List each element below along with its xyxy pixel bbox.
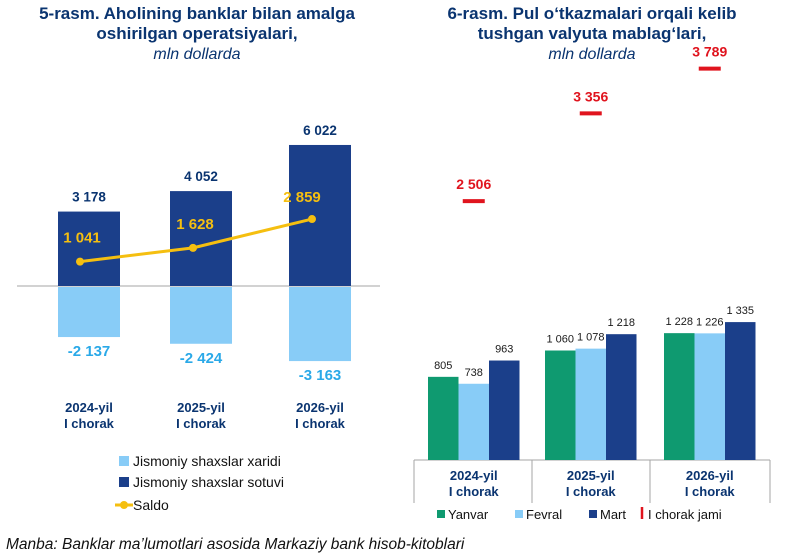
xarid-value-label: -2 424 — [180, 350, 223, 367]
legend-sotuv-label: Jismoniy shaxslar sotuvi — [133, 474, 284, 490]
yanvar-value-label: 1 060 — [546, 334, 574, 346]
mart-value-label: 1 218 — [607, 317, 635, 329]
left-title-unit: mln dollarda — [153, 46, 241, 63]
saldo-point — [189, 243, 197, 252]
saldo-value-label: 1 041 — [63, 230, 101, 247]
right-category-label-year: 2025-yil — [567, 468, 615, 483]
left-category-label-year: 2026-yil — [296, 400, 344, 415]
legend-yanvar-swatch — [437, 510, 445, 518]
xarid-value-label: -2 137 — [68, 343, 111, 360]
legend-total-label: I chorak jami — [648, 507, 722, 522]
saldo-value-label: 2 859 — [283, 189, 321, 206]
xarid-bar — [289, 287, 351, 362]
legend-sotuv-swatch — [119, 477, 129, 487]
legend-fevral-swatch — [515, 510, 523, 518]
left-chart-title: 5-rasm. Aholining banklar bilan amalga o… — [0, 4, 394, 65]
sotuv-bar — [58, 211, 120, 286]
left-category-label-quarter: I chorak — [64, 416, 115, 431]
saldo-value-label: 1 628 — [176, 216, 214, 233]
yanvar-bar — [428, 376, 459, 460]
legend-fevral-label: Fevral — [526, 507, 562, 522]
right-category-label-quarter: I chorak — [449, 484, 500, 499]
left-category-label-quarter: I chorak — [176, 416, 227, 431]
fevral-value-label: 1 226 — [696, 316, 724, 328]
yanvar-bar — [545, 350, 576, 460]
right-chart-title: 6-rasm. Pul o‘tkazmalari orqali kelib tu… — [395, 4, 789, 65]
xarid-bar — [170, 287, 232, 344]
fevral-bar — [575, 348, 606, 460]
right-category-label-quarter: I chorak — [566, 484, 617, 499]
left-title-line1: 5-rasm. Aholining banklar bilan amalga — [39, 4, 355, 23]
mart-value-label: 963 — [495, 344, 513, 356]
fevral-bar — [458, 383, 489, 460]
yanvar-value-label: 1 228 — [665, 316, 693, 328]
sotuv-bar — [170, 191, 232, 286]
xarid-value-label: -3 163 — [299, 367, 342, 384]
sotuv-bar — [289, 144, 351, 286]
yanvar-bar — [664, 333, 695, 460]
mart-bar — [725, 322, 756, 460]
yanvar-value-label: 805 — [434, 360, 452, 372]
legend-saldo-label: Saldo — [133, 497, 169, 513]
sotuv-value-label: 4 052 — [184, 169, 218, 184]
total-value-label: 2 506 — [456, 176, 491, 192]
source-note: Manba: Banklar ma’lumotlari asosida Mark… — [6, 536, 465, 553]
right-category-label-year: 2026-yil — [686, 468, 734, 483]
right-title-line2: tushgan valyuta mablag‘lari, — [477, 24, 707, 43]
legend-mart-label: Mart — [600, 507, 626, 522]
sotuv-value-label: 3 178 — [72, 190, 106, 205]
mart-bar — [489, 360, 520, 460]
right-title-unit: mln dollarda — [548, 46, 636, 63]
total-value-label: 3 356 — [573, 88, 608, 104]
legend-saldo-marker — [120, 501, 128, 509]
fevral-value-label: 738 — [465, 367, 483, 379]
left-category-label-year: 2025-yil — [177, 400, 225, 415]
fevral-value-label: 1 078 — [577, 332, 605, 344]
fevral-bar — [694, 333, 725, 460]
legend-xarid-swatch — [119, 456, 129, 466]
total-value-label: 3 789 — [692, 44, 727, 60]
right-category-label-year: 2024-yil — [450, 468, 498, 483]
right-category-label-quarter: I chorak — [685, 484, 736, 499]
left-category-label-year: 2024-yil — [65, 400, 113, 415]
legend-mart-swatch — [589, 510, 597, 518]
saldo-point — [76, 257, 84, 266]
saldo-point — [308, 215, 316, 224]
mart-bar — [606, 334, 637, 460]
legend-xarid-label: Jismoniy shaxslar xaridi — [133, 453, 281, 469]
legend-yanvar-label: Yanvar — [448, 507, 489, 522]
sotuv-value-label: 6 022 — [303, 123, 337, 138]
left-title-line2: oshirilgan operatsiyalari, — [96, 24, 298, 43]
xarid-bar — [58, 287, 120, 338]
left-category-label-quarter: I chorak — [295, 416, 346, 431]
right-title-line1: 6-rasm. Pul o‘tkazmalari orqali kelib — [447, 4, 737, 23]
mart-value-label: 1 335 — [726, 305, 754, 317]
